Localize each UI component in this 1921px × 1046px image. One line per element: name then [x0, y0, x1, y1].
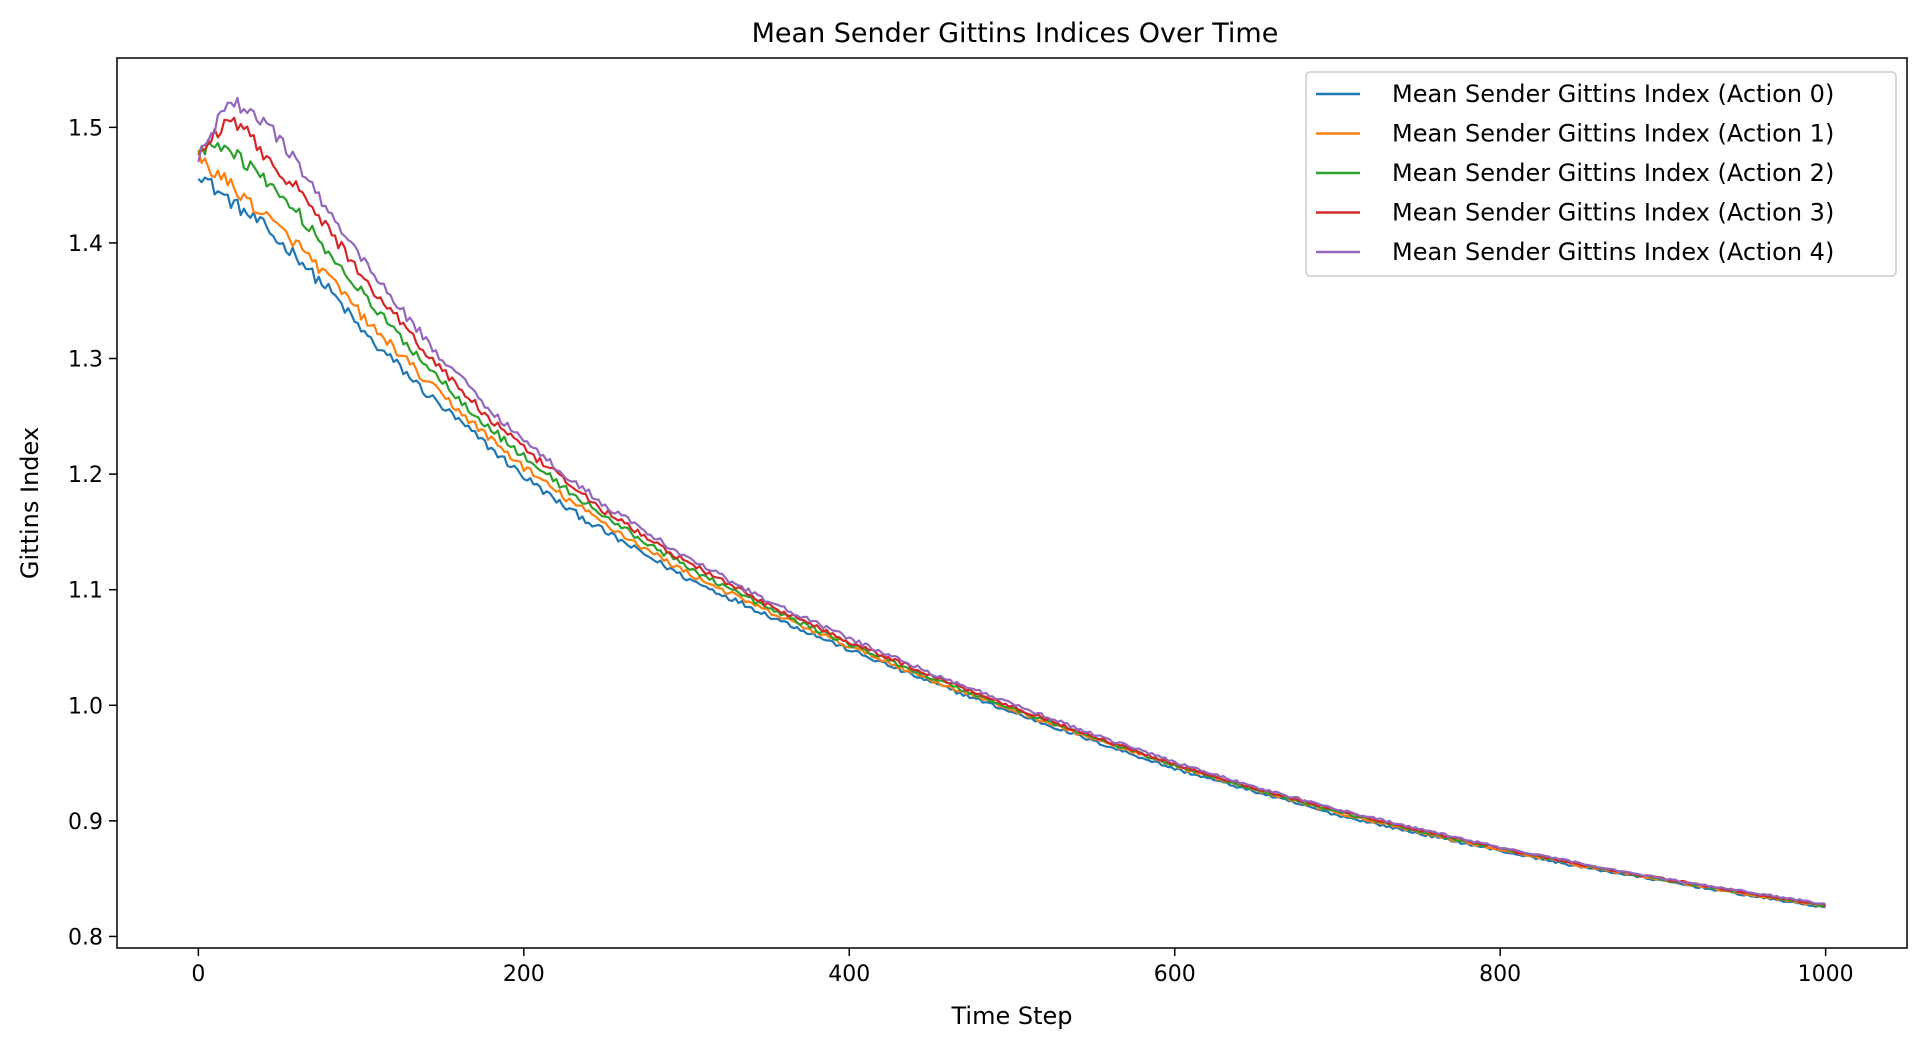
legend-box	[1305, 71, 1897, 277]
y-tick-label: 1.0	[68, 694, 103, 719]
y-tick-label: 1.2	[68, 463, 103, 488]
x-tick-label: 0	[191, 962, 205, 987]
y-tick-label: 0.8	[68, 925, 103, 950]
series-line-action-0	[197, 176, 1826, 909]
x-tick-label: 200	[503, 962, 545, 987]
y-tick-label: 1.4	[68, 232, 103, 257]
x-tick-label: 1000	[1798, 962, 1854, 987]
series-line-action-4	[197, 96, 1826, 905]
y-tick-label: 1.3	[68, 348, 103, 373]
x-tick-label: 800	[1479, 962, 1521, 987]
x-axis-label: Time Step	[950, 1002, 1072, 1030]
legend-item-label: Mean Sender Gittins Index (Action 3)	[1392, 199, 1834, 227]
legend-item-label: Mean Sender Gittins Index (Action 4)	[1392, 238, 1834, 266]
legend-item-label: Mean Sender Gittins Index (Action 1)	[1392, 120, 1834, 148]
x-tick-label: 600	[1154, 962, 1196, 987]
y-tick-label: 0.9	[68, 810, 103, 835]
x-axis: 0 200 400 600 800 1000	[191, 948, 1854, 987]
y-axis-label: Gittins Index	[16, 427, 44, 579]
chart-title: Mean Sender Gittins Indices Over Time	[752, 18, 1279, 49]
x-tick-label: 400	[828, 962, 870, 987]
legend-item-label: Mean Sender Gittins Index (Action 0)	[1392, 80, 1834, 108]
plot-frame	[116, 57, 1908, 949]
y-tick-label: 1.1	[68, 579, 103, 604]
legend-item-label: Mean Sender Gittins Index (Action 2)	[1392, 159, 1834, 187]
y-tick-label: 1.5	[68, 116, 103, 141]
legend: Mean Sender Gittins Index (Action 0) Mean…	[1305, 71, 1897, 277]
y-axis: 0.8 0.9 1.0 1.1 1.2 1.3 1.4 1.5	[68, 116, 117, 950]
plot-area	[197, 96, 1827, 909]
